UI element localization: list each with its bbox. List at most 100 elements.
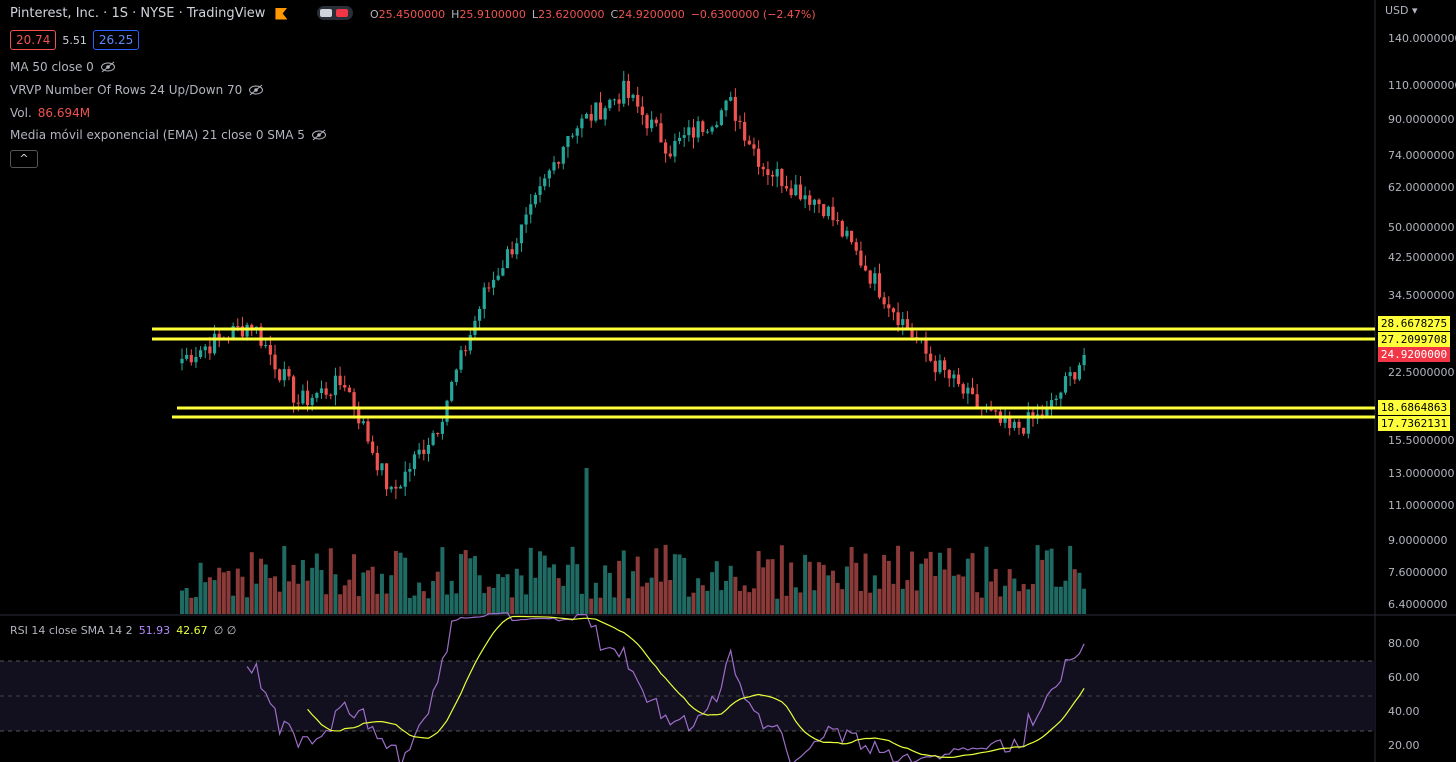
close-label: C [610,8,619,21]
candle-body [636,94,640,107]
candle-body [826,206,830,217]
volume-bar [324,594,329,614]
candle-body [836,220,840,222]
candle-body [794,184,798,196]
volume-bar [217,567,222,614]
volume-bar [663,544,668,614]
candle-body [863,265,868,271]
candle-body [287,369,291,377]
volume-bar [189,597,194,614]
candle-body [199,350,203,357]
volume-bar [300,560,305,614]
candle-body [677,137,682,142]
volume-bar [738,590,742,614]
candle-body [691,127,696,138]
volume-bar [635,556,640,614]
open-value: 25.4500000 [378,8,446,21]
flag-icon[interactable] [275,7,288,20]
candle-body [770,174,775,177]
volume-bar [951,575,956,614]
candle-body [1082,355,1086,366]
candle-body [1073,372,1077,380]
candle-body [961,384,965,394]
candle-body [231,326,235,340]
volume-bar [1040,559,1045,614]
volume-bar [598,597,603,614]
volume-bar [412,595,417,614]
level-tag-4: 17.7362131 [1378,416,1450,431]
volume-bar [379,573,384,614]
volume-bar [268,577,273,614]
candle-body [733,96,737,121]
candle-body [533,194,537,205]
volume-bar [459,554,463,614]
indicator-vrvp[interactable]: VRVP Number Of Rows 24 Up/Down 70 [10,83,264,97]
eye-hidden-icon[interactable] [311,129,327,141]
volume-bar [514,568,519,614]
candle-body [450,381,454,401]
candle-body [840,220,844,237]
volume-bar [826,575,831,614]
chevron-down-icon: ▾ [1408,4,1418,17]
indicator-volume[interactable]: Vol. 86.694M [10,106,90,120]
volume-bar [1030,583,1035,614]
price-axis-label: 62.0000000 [1388,181,1455,194]
candle-body [784,186,789,189]
volume-bar [524,594,529,614]
chart-mode-toggle[interactable] [317,6,353,20]
buy-button[interactable]: 26.25 [92,30,140,50]
candle-body [608,99,612,109]
volume-bar [305,580,310,614]
ohlc-values: O 25.4500000 H 25.9100000 L 23.6200000 C 24.… [370,8,816,21]
rsi-legend[interactable]: RSI 14 close SMA 14 2 51.93 42.67 ∅ ∅ [10,624,236,637]
volume-bar [798,592,803,614]
volume-bar [1063,580,1068,614]
volume-bar [784,595,789,614]
candle-body [571,135,575,137]
candle-body [375,452,379,471]
ema-label: Media móvil exponencial (EMA) 21 close 0… [10,128,305,142]
volume-bar [821,564,826,614]
currency-selector[interactable]: USD ▾ [1385,4,1418,17]
volume-bar [338,594,343,614]
symbol-title[interactable]: Pinterest, Inc. · 1S · NYSE · TradingVie… [10,6,266,21]
eye-hidden-icon[interactable] [100,61,116,73]
candle-body [282,369,286,381]
collapse-legend-button[interactable]: ^ [10,150,38,168]
volume-bar [440,547,445,614]
volume-bar [877,588,882,614]
indicator-ema[interactable]: Media móvil exponencial (EMA) 21 close 0… [10,128,327,142]
candle-body [487,287,491,289]
spread-value: 5.51 [62,33,87,47]
horizontal-levels[interactable] [152,327,1375,419]
volume-bar [584,467,589,614]
candle-body [189,354,193,363]
candle-body [696,121,700,138]
volume-bar [207,577,212,614]
close-value: 24.9200000 [618,8,685,21]
candle-body [482,287,486,309]
volume-bar [389,575,394,614]
sell-button[interactable]: 20.74 [10,30,57,50]
volume-bar [463,550,468,614]
volume-bar [1021,584,1026,614]
candle-body [445,400,449,422]
volume-bar [631,571,636,614]
volume-bar [426,598,431,614]
volume-bar [319,570,324,614]
candle-body [868,270,872,284]
change-value: −0.6300000 (−2.47%) [690,8,816,21]
candle-body [812,199,816,205]
volume-bar [454,593,459,614]
candle-body [1059,392,1063,399]
candle-body [310,397,314,405]
eye-hidden-icon[interactable] [248,84,264,96]
indicator-ma[interactable]: MA 50 close 0 [10,60,116,74]
candle-body [664,142,668,154]
candle-body [747,140,751,145]
volume-bar [538,551,543,614]
volume-bar [812,590,817,614]
candle-body [789,188,793,196]
candle-body [743,122,747,141]
